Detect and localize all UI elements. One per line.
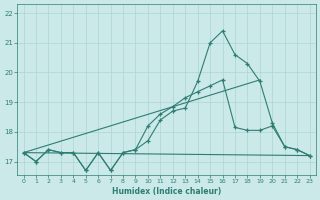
X-axis label: Humidex (Indice chaleur): Humidex (Indice chaleur) [112,187,221,196]
